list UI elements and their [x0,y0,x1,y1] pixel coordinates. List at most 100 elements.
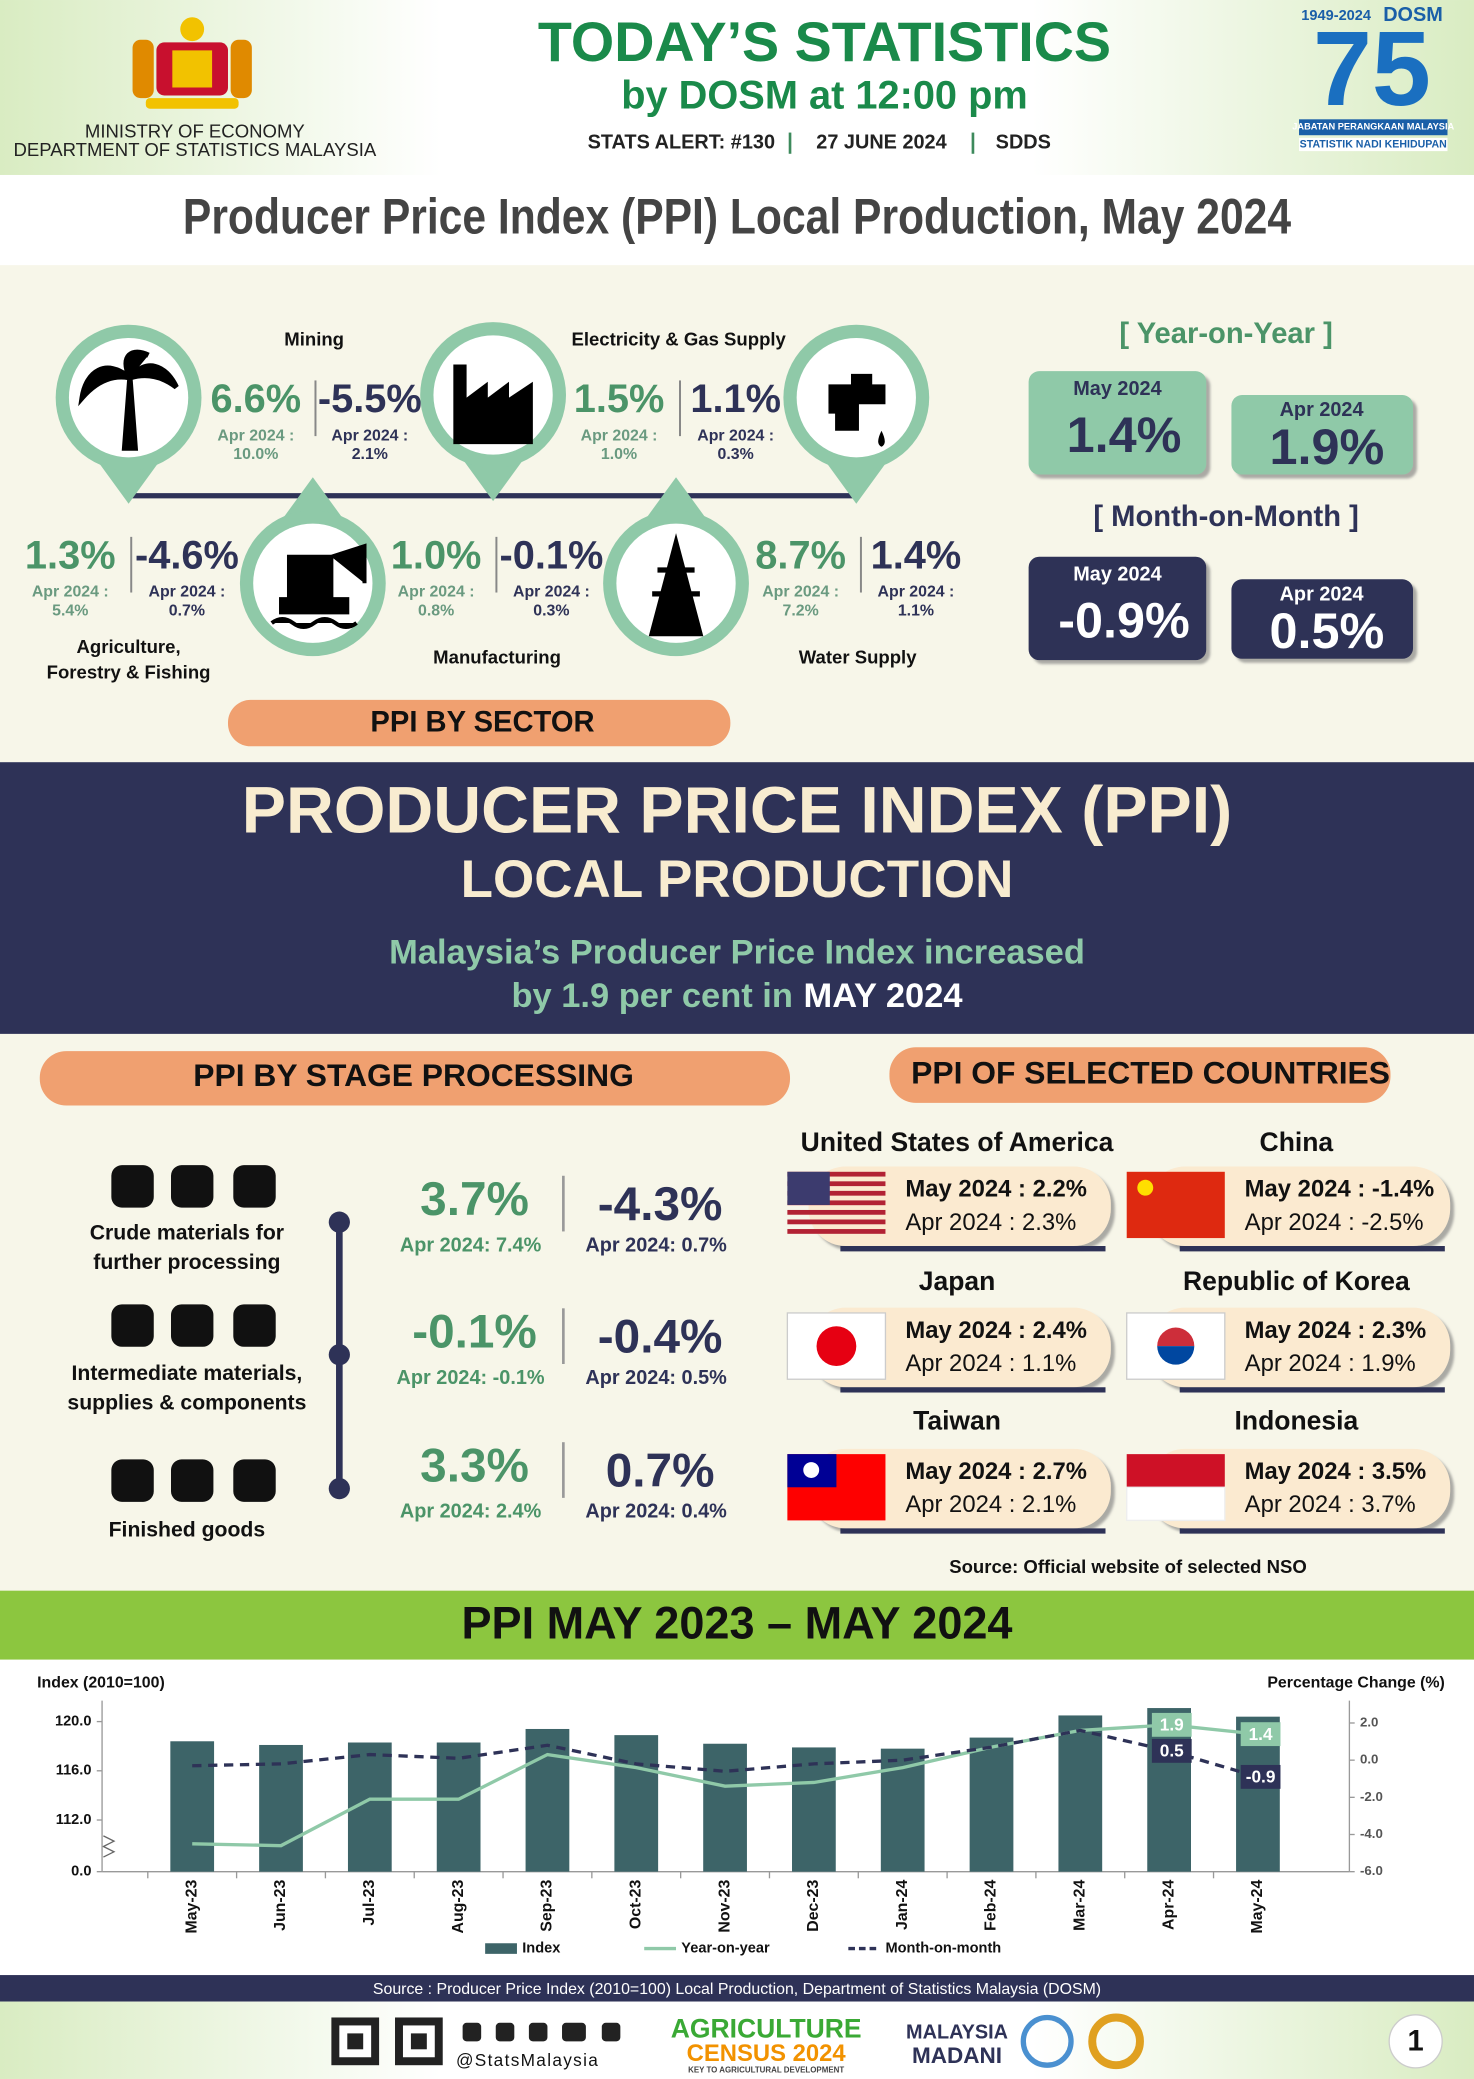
value-label-box [1240,1722,1281,1747]
value-label-box [1151,1738,1192,1763]
y2-tick-label: 0.0 [1360,1752,1378,1767]
summary-box [1028,556,1207,661]
flag-stripe [787,1200,886,1206]
stage-yoy: -0.1% [412,1305,537,1358]
stage-mom: -4.3% [598,1178,723,1231]
department: DEPARTMENT OF STATISTICS MALAYSIA [13,139,376,160]
release-date: 27 JUNE 2024 [816,131,946,153]
y-tick-label: 112.0 [56,1812,92,1828]
sector-mom: -5.5% [318,377,422,421]
y-tick-label: 116.0 [56,1763,92,1779]
stage-icon [233,1165,276,1208]
x-tick-label: Feb-24 [983,1879,1000,1930]
sector-name: Water Supply [799,647,918,668]
period: May 2024 [1073,378,1161,400]
sector-prev-label: Apr 2024 : [217,427,294,444]
legend-label: Year-on-year [681,1940,770,1956]
country-name: United States of America [801,1127,1114,1157]
summary-value: 1.9% [1269,418,1384,475]
x-tick-label: Mar-24 [1072,1879,1089,1930]
flag-stripe [787,1190,886,1196]
stage-name: Intermediate materials, [71,1362,302,1385]
palm-icon [78,349,179,451]
stage-yoy: 3.3% [420,1439,529,1492]
headline: Producer Price Index (PPI) Local Product… [183,187,1291,244]
stage-mom-prev: Apr 2024: 0.4% [585,1501,727,1523]
x-tick-label: Sep-23 [539,1879,556,1931]
sector-yoy-prev: 7.2% [783,602,819,619]
country-name: Taiwan [913,1405,1001,1435]
y-axis-label: Index (2010=100) [37,1675,165,1692]
flag-star [1137,1179,1154,1196]
country-name: Indonesia [1235,1405,1359,1435]
banner-text-part: by 1.9 per cent in [511,977,792,1015]
header-title: TODAY’S STATISTICS [538,11,1111,73]
banner-subtitle: LOCAL PRODUCTION [461,850,1014,909]
flag-taeguk [1157,1346,1195,1365]
summary-box [1231,395,1414,475]
x-tick-label: May-24 [1249,1879,1266,1933]
stage-name: further processing [93,1251,280,1274]
logo-caption: JABATAN PERANGKAAN MALAYSIA [1292,122,1454,132]
country-current: May 2024 : 2.3% [1245,1317,1427,1344]
sector-prev-label: Apr 2024 : [878,584,955,601]
sector-mom: -4.6% [135,534,239,578]
sector-prev-label: Apr 2024 : [697,427,774,444]
sector-mom-prev: 0.3% [718,446,754,463]
logo-number: 75 [1313,10,1431,128]
sector-name: Mining [284,329,344,350]
chart-source: Source : Producer Price Index (2010=100)… [373,1981,1101,1998]
sector-prev-label: Apr 2024 : [148,584,225,601]
sector-bg [0,265,1474,763]
period: Apr 2024 [1280,583,1364,605]
country-previous: Apr 2024 : -2.5% [1245,1209,1424,1236]
flag-taeguk [1157,1327,1195,1347]
x-tick-label: Oct-23 [627,1879,644,1929]
summary-value: -0.9% [1058,592,1190,649]
country-previous: Apr 2024 : 3.7% [1245,1491,1416,1518]
x-tick-label: Dec-23 [805,1879,822,1931]
stage-name: Finished goods [109,1519,266,1542]
stage-name: Crude materials for [90,1222,284,1245]
banner-bg [0,762,1474,1034]
bar [969,1737,1014,1872]
tap-icon [828,373,886,447]
y2-tick-label: 2.0 [1360,1714,1378,1729]
rig-icon [270,543,367,629]
value-label: 1.4 [1249,1724,1273,1744]
sector-yoy: 1.0% [391,534,482,578]
sector-yoy: 1.5% [574,377,665,421]
country-name: Republic of Korea [1183,1266,1410,1296]
bar [436,1742,481,1872]
legend-label: Index [522,1940,560,1956]
y2-tick-label: -2.0 [1360,1789,1383,1804]
standard: SDDS [996,131,1051,153]
y2-tick-label: -6.0 [1360,1863,1383,1878]
x-tick-label: Aug-23 [450,1879,467,1933]
country-current: May 2024 : 2.7% [905,1458,1087,1485]
logo-name: DOSM [1383,4,1443,26]
sector-mom-prev: 0.7% [169,602,205,619]
banner-text: by 1.9 per cent in MAY 2024 [511,977,962,1015]
x-tick-label: Jul-23 [361,1879,378,1925]
summary-box [1231,579,1414,659]
stage-icon [111,1459,154,1502]
stage-icon [111,1304,154,1347]
sector-mom-prev: 0.3% [533,602,569,619]
bar [614,1735,659,1872]
census-tagline: KEY TO AGRICULTURAL DEVELOPMENT [688,2066,844,2075]
ministry: MINISTRY OF ECONOMY [85,120,305,141]
sector-yoy: 1.3% [25,534,116,578]
country-name: Japan [919,1266,996,1296]
footer-bg [0,2001,1474,2079]
sector-prev-label: Apr 2024 : [513,584,590,601]
mom-label: [ Month-on-Month ] [1093,501,1359,533]
sector-yoy: 8.7% [755,534,846,578]
axis-break [101,1835,116,1858]
sector-yoy-prev: 0.8% [418,602,454,619]
sector-prev-label: Apr 2024 : [581,427,658,444]
sector-mom: 1.4% [871,534,962,578]
stage-name: supplies & components [67,1391,306,1414]
census-logo: CENSUS 2024 [687,2040,847,2067]
